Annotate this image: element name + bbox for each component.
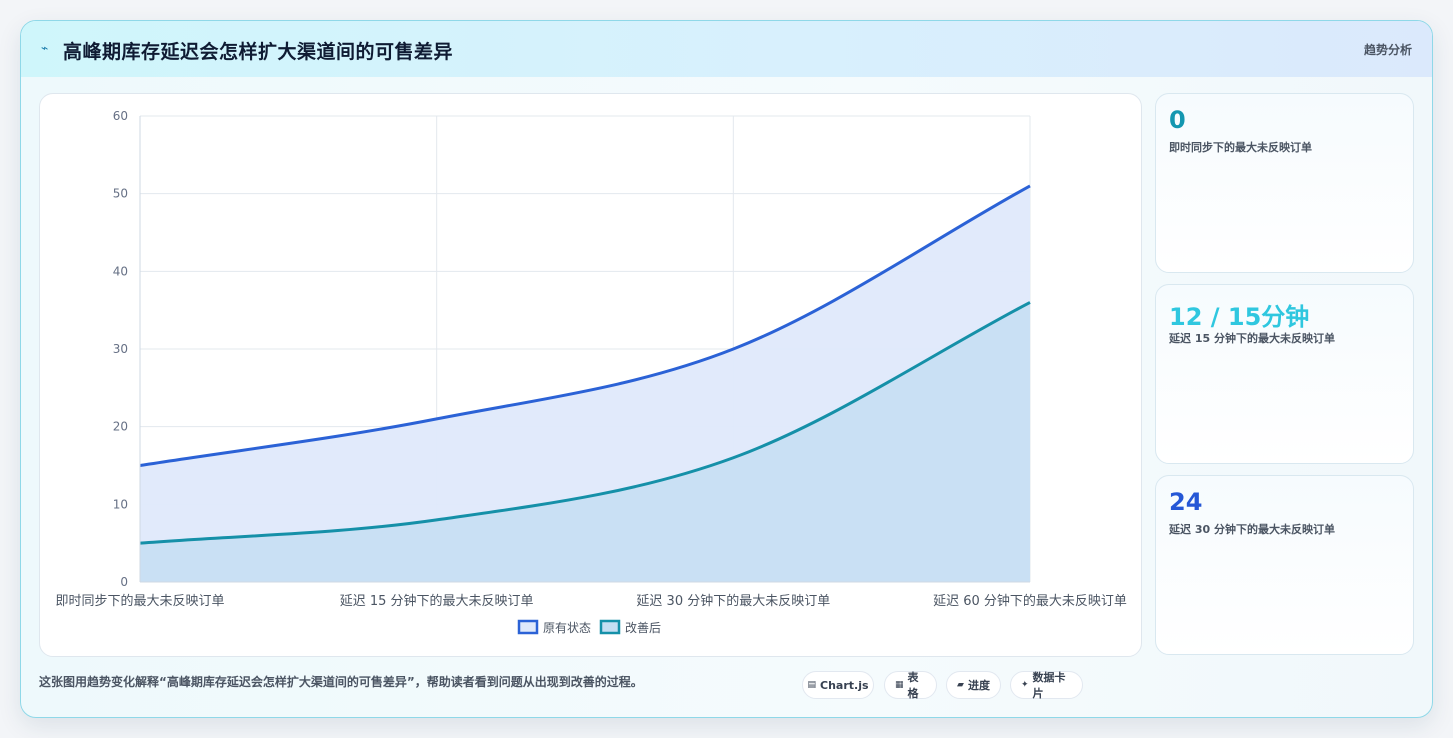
series-line-1 — [139, 184, 1031, 467]
legend-label: 原有状态 — [543, 621, 591, 635]
x-tick-label: 延迟 60 分钟下的最大未反映订单 — [933, 593, 1127, 609]
y-tick-label: 60 — [113, 109, 128, 123]
pill-label: 进度 — [967, 679, 990, 692]
stat-card-2: 12 / 15分钟 延迟 15 分钟下的最大未反映订单 — [1155, 284, 1414, 464]
page-title: 高峰期库存延迟会怎样扩大渠道间的可售差异 — [63, 41, 454, 63]
trend-icon: ⌁ — [41, 41, 49, 55]
stat-value: 12 / 15分钟 — [1169, 303, 1310, 331]
y-tick-label: 40 — [113, 264, 128, 278]
stat-card-3: 24 延迟 30 分钟下的最大未反映订单 — [1155, 475, 1414, 655]
stat-label: 延迟 30 分钟下的最大未反映订单 — [1169, 523, 1335, 536]
y-tick-label: 20 — [113, 420, 128, 434]
y-tick-label: 30 — [113, 342, 128, 356]
x-tick-label: 即时同步下的最大未反映订单 — [55, 593, 224, 609]
series-area-2 — [140, 302, 1030, 582]
pill-label: 数据卡片 — [1032, 671, 1066, 700]
series-line-2 — [139, 301, 1031, 545]
x-tick-label: 延迟 15 分钟下的最大未反映订单 — [340, 593, 534, 609]
table-icon: ▦ — [895, 680, 904, 690]
chartjs-pill[interactable]: ▤ Chart.js — [802, 671, 874, 699]
chart-icon: ▤ — [807, 680, 816, 690]
progress-icon: ▰ — [957, 680, 964, 690]
y-tick-label: 0 — [120, 575, 128, 589]
stat-label: 即时同步下的最大未反映订单 — [1169, 141, 1312, 154]
legend-swatch — [517, 619, 539, 635]
card-header: ⌁ 高峰期库存延迟会怎样扩大渠道间的可售差异 趋势分析 — [21, 21, 1432, 77]
chart-description: 这张图用趋势变化解释“高峰期库存延迟会怎样扩大渠道间的可售差异”，帮助读者看到问… — [39, 675, 643, 689]
analysis-tag: 趋势分析 — [1363, 43, 1412, 57]
chart-panel: 0 10 20 30 40 50 60 即时同步下的最大未反映订单 延迟 15 分钟下的最大未反… — [39, 93, 1142, 657]
x-tick-label: 延迟 30 分钟下的最大未反映订单 — [636, 593, 830, 609]
progress-pill[interactable]: ▰ 进度 — [946, 671, 1001, 699]
pill-label: 表格 — [907, 671, 919, 700]
data-card-pill[interactable]: ✦ 数据卡片 — [1010, 671, 1083, 700]
stat-value: 0 — [1169, 106, 1186, 134]
legend-label: 改善后 — [625, 620, 661, 635]
table-pill[interactable]: ▦ 表格 — [884, 671, 937, 700]
stat-label: 延迟 15 分钟下的最大未反映订单 — [1169, 332, 1335, 345]
dashboard-card: ⌁ 高峰期库存延迟会怎样扩大渠道间的可售差异 趋势分析 0 10 20 30 40 50 6… — [20, 20, 1433, 718]
legend-swatch — [599, 619, 621, 635]
stat-card-1: 0 即时同步下的最大未反映订单 — [1155, 93, 1414, 273]
card-icon: ✦ — [1021, 680, 1029, 690]
y-tick-label: 50 — [113, 187, 128, 201]
pill-label: Chart.js — [820, 678, 869, 692]
y-tick-label: 10 — [113, 497, 128, 511]
area-chart: 0 10 20 30 40 50 60 即时同步下的最大未反映订单 延迟 15 分钟下的最大未反… — [55, 109, 1127, 635]
stat-value: 24 — [1169, 488, 1203, 516]
